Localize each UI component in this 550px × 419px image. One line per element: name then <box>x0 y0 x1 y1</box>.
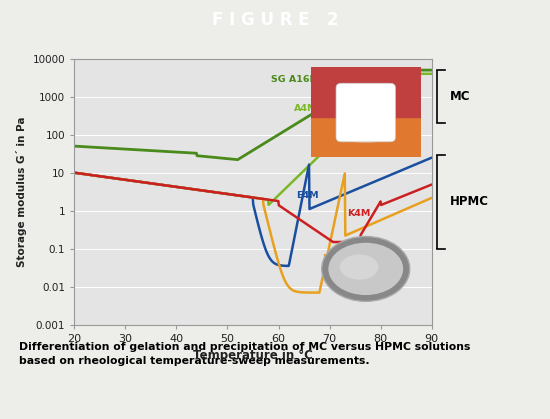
Text: MC: MC <box>450 90 471 103</box>
Ellipse shape <box>340 254 378 280</box>
FancyBboxPatch shape <box>336 83 395 142</box>
Text: K4M: K4M <box>348 209 371 218</box>
Ellipse shape <box>328 243 403 295</box>
Text: F4M: F4M <box>322 254 344 263</box>
X-axis label: Temperature in °C: Temperature in °C <box>193 349 313 362</box>
Text: HPMC: HPMC <box>450 195 490 208</box>
Text: SG A16M: SG A16M <box>271 75 319 84</box>
Text: Differentiation of gelation and precipitation of MC versus HPMC solutions
based : Differentiation of gelation and precipit… <box>19 342 470 366</box>
Bar <box>311 116 421 157</box>
Y-axis label: Storage modulus G´ in Pa: Storage modulus G´ in Pa <box>16 116 27 267</box>
Ellipse shape <box>322 236 410 301</box>
Text: A4M: A4M <box>294 103 317 113</box>
Text: F I G U R E   2: F I G U R E 2 <box>212 11 338 29</box>
Ellipse shape <box>342 132 390 143</box>
Bar <box>311 67 421 116</box>
Text: E4M: E4M <box>296 191 319 200</box>
